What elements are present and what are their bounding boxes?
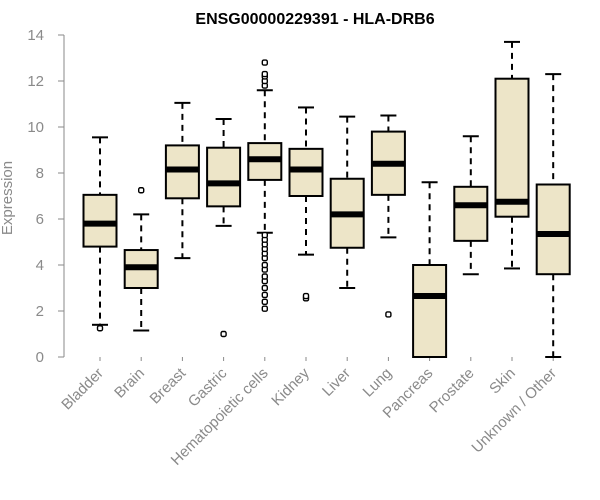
y-axis: 0 2 4 6 8 10 12 14 (27, 27, 65, 366)
y-tick-label: 6 (36, 211, 44, 228)
x-tick-label: Brain (111, 365, 148, 402)
iqr-box (535, 183, 571, 276)
box-pancreas (412, 181, 448, 358)
outlier-point (261, 298, 268, 305)
box-breast (164, 101, 200, 260)
iqr-box (453, 185, 489, 242)
outlier-point (261, 261, 268, 269)
outlier-point (96, 325, 104, 332)
box-liver (329, 115, 365, 289)
y-axis-title: Expression (0, 161, 16, 235)
y-tick-label: 2 (36, 303, 44, 320)
box-unknown-other (535, 73, 571, 358)
y-tick-label: 4 (36, 257, 44, 274)
x-tick-label: Bladder (58, 365, 107, 414)
outlier-point (385, 311, 392, 318)
outlier-point (261, 70, 268, 78)
y-tick-label: 0 (36, 349, 44, 366)
y-tick-label: 8 (36, 165, 44, 182)
y-tick-label: 14 (27, 27, 44, 44)
outlier-point (137, 187, 145, 194)
y-tick-label: 10 (27, 119, 44, 136)
iqr-box (206, 146, 242, 208)
box-gastric (206, 117, 242, 338)
outlier-point (220, 330, 227, 338)
outlier-point (302, 292, 310, 300)
y-tick-label: 12 (27, 73, 44, 90)
box-hematopoietic-cells (247, 59, 283, 312)
outlier-point (261, 273, 268, 280)
box-bladder (82, 136, 118, 332)
box-kidney (288, 106, 324, 302)
x-tick-label: Skin (486, 365, 519, 398)
box-skin (494, 40, 530, 270)
box-prostate (453, 135, 489, 276)
x-tick-label: Liver (319, 365, 354, 400)
x-tick-label: Breast (147, 364, 190, 407)
outlier-point (261, 284, 268, 292)
outlier-point (261, 231, 268, 239)
iqr-box (494, 77, 530, 218)
plot-area (82, 40, 571, 358)
box-brain (123, 187, 159, 332)
x-tick-label: Lung (360, 365, 396, 401)
outlier-point (261, 305, 268, 312)
outlier-point (261, 59, 268, 66)
box-lung (370, 114, 406, 318)
x-tick-label: Kidney (268, 364, 313, 409)
chart-title: ENSG00000229391 - HLA-DRB6 (195, 11, 434, 28)
x-tick-label: Prostate (426, 365, 478, 417)
outlier-point (261, 291, 268, 299)
iqr-box (412, 264, 448, 358)
